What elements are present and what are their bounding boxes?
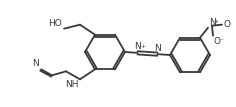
Text: O: O (223, 20, 230, 29)
Text: HO: HO (48, 19, 62, 28)
Text: NH: NH (66, 80, 79, 89)
Text: N: N (32, 59, 39, 68)
Text: O: O (214, 37, 221, 46)
Text: +: + (141, 44, 146, 49)
Text: N: N (209, 18, 216, 27)
Text: N: N (154, 44, 161, 53)
Text: +: + (213, 19, 218, 24)
Text: N: N (134, 42, 141, 51)
Text: ⁻: ⁻ (219, 37, 223, 46)
